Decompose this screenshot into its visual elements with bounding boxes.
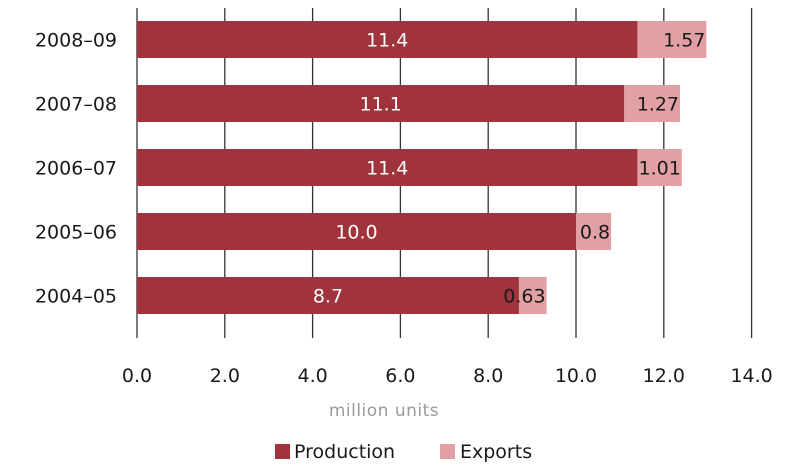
data-label: 11.4 [366, 30, 408, 52]
x-tick-label: 6.0 [385, 365, 415, 387]
bars: 11.4 1.57 11.1 1.27 11.4 1.01 10.0 0.8 8.7 0.63 [137, 21, 707, 314]
x-tick-label: 10.0 [555, 365, 597, 387]
category-label: 2007–08 [35, 94, 117, 116]
bar-production [137, 21, 638, 58]
bar-exports [637, 21, 707, 58]
data-label: 8.7 [313, 286, 343, 308]
legend-swatch-exports [440, 444, 455, 459]
data-label: 11.4 [366, 158, 408, 180]
category-label: 2006–07 [35, 158, 117, 180]
x-tick-label: 14.0 [730, 365, 772, 387]
legend-swatch-production [275, 444, 290, 459]
data-label: 10.0 [335, 222, 377, 244]
x-tick-labels: 0.0 2.0 4.0 6.0 8.0 10.0 12.0 14.0 [122, 365, 773, 387]
bar-exports [624, 85, 681, 122]
data-label: 1.01 [638, 158, 680, 180]
legend-label: Production [294, 441, 395, 463]
data-label: 11.1 [359, 94, 401, 116]
category-label: 2005–06 [35, 222, 117, 244]
data-label: 0.8 [580, 222, 610, 244]
legend-label: Exports [460, 441, 532, 463]
x-tick-label: 4.0 [297, 365, 327, 387]
bar-exports [637, 149, 682, 186]
x-tick-label: 2.0 [210, 365, 240, 387]
bar-production [137, 213, 576, 250]
x-tick-label: 8.0 [473, 365, 503, 387]
bar-exports [518, 277, 547, 314]
data-label: 1.57 [663, 30, 705, 52]
data-label: 1.27 [637, 94, 679, 116]
category-label: 2008–09 [35, 30, 117, 52]
category-label: 2004–05 [35, 286, 117, 308]
category-labels: 2008–09 2007–08 2006–07 2005–06 2004–05 [35, 30, 117, 308]
x-tick-label: 0.0 [122, 365, 152, 387]
legend: Production Exports [275, 441, 532, 463]
bar-production [137, 277, 519, 314]
x-axis-title: million units [329, 401, 439, 421]
data-label: 0.63 [503, 286, 545, 308]
bar-production [137, 85, 625, 122]
x-tick-label: 12.0 [643, 365, 685, 387]
bar-production [137, 149, 638, 186]
bar-exports [576, 213, 612, 250]
